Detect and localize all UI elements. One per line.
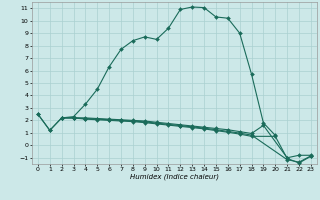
X-axis label: Humidex (Indice chaleur): Humidex (Indice chaleur) bbox=[130, 174, 219, 180]
